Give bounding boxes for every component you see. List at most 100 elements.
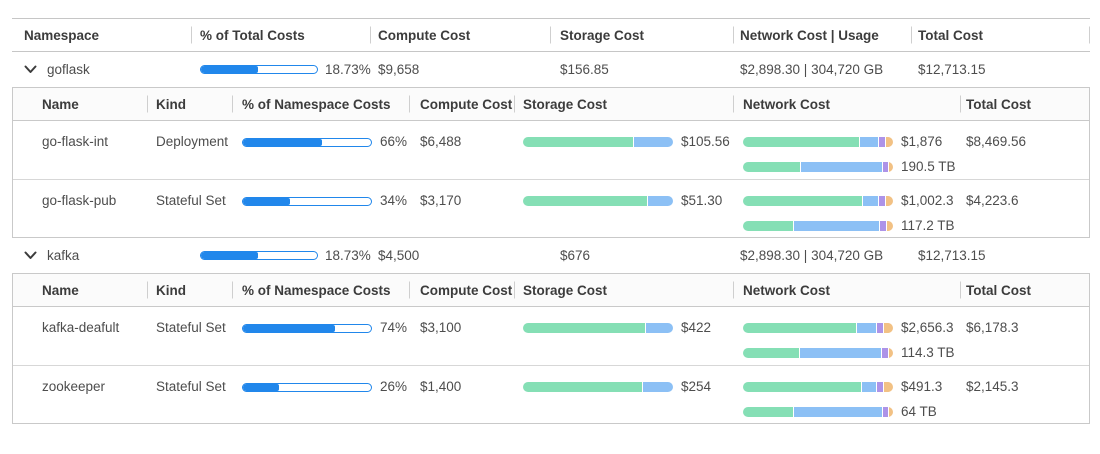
compute-cost-value: $3,170 (420, 193, 462, 208)
workload-table-kafka: Name Kind % of Namespace Costs Compute C… (12, 273, 1090, 424)
bar-segment-2 (793, 221, 880, 231)
percent-total-costs-bar (200, 251, 318, 260)
bar-segment-2 (801, 162, 883, 172)
bar-segment-1 (743, 348, 799, 358)
network-cost-value: $1,876 (901, 134, 943, 149)
network-cost-value: $2,656.3 (901, 320, 954, 335)
bar-segment-1 (743, 221, 793, 231)
bar-segment-1 (743, 196, 863, 206)
header-storage-cost: Storage Cost (514, 274, 733, 306)
bar-segment-3 (877, 323, 884, 333)
percent-namespace-costs-bar (242, 382, 372, 392)
storage-cost-bar (523, 323, 673, 333)
bar-segment-2 (860, 137, 878, 147)
header-storage-cost: Storage Cost (550, 19, 733, 51)
namespace-row-kafka[interactable]: kafka 18.73% $4,500 $676 $2,898.30 | 304… (12, 238, 1090, 273)
bar-segment-4 (885, 196, 893, 206)
network-usage-bar (743, 221, 893, 231)
bar-segment-2 (646, 323, 673, 333)
network-usage-bar (743, 407, 893, 417)
network-usage-value: 117.2 TB (901, 218, 955, 233)
network-cost-usage-value: $2,898.30 | 304,720 GB (740, 248, 884, 263)
workload-header-row: Name Kind % of Namespace Costs Compute C… (13, 88, 1089, 121)
bar-segment-2 (634, 137, 673, 147)
header-network-cost: Network Cost (733, 88, 960, 120)
bar-segment-2 (793, 407, 883, 417)
bar-segment-2 (861, 382, 877, 392)
namespace-row-goflask[interactable]: goflask 18.73% $9,658 $156.85 $2,898.30 … (12, 52, 1090, 87)
network-usage-value: 64 TB (901, 404, 937, 419)
total-cost-value: $12,713.15 (918, 62, 986, 77)
compute-cost-value: $6,488 (420, 134, 462, 149)
bar-segment-2 (857, 323, 877, 333)
workload-row-kafka-deafult[interactable]: kafka-deafult Stateful Set 74% $3,100 $4… (13, 307, 1089, 365)
network-usage-bar (743, 348, 893, 358)
storage-cost-value: $105.56 (681, 134, 730, 149)
storage-cost-bar (523, 137, 673, 147)
percent-namespace-costs-bar (242, 137, 372, 147)
header-name: Name (42, 96, 79, 112)
percent-namespace-costs-value: 26% (380, 379, 408, 394)
total-cost-value: $2,145.3 (966, 379, 1019, 394)
bar-segment-3 (881, 348, 888, 358)
bar-segment-2 (863, 196, 878, 206)
network-cost-bar (743, 137, 893, 147)
network-usage-bar (743, 162, 893, 172)
bar-segment-1 (523, 137, 634, 147)
header-name: Name (42, 282, 79, 298)
bar-segment-4 (884, 382, 893, 392)
total-cost-value: $6,178.3 (966, 320, 1019, 335)
workload-row-zookeeper[interactable]: zookeeper Stateful Set 26% $1,400 $254 $… (13, 365, 1089, 423)
compute-cost-value: $3,100 (420, 320, 462, 335)
workload-row-go-flask-int[interactable]: go-flask-int Deployment 66% $6,488 $105.… (13, 121, 1089, 179)
percent-namespace-costs-value: 74% (380, 320, 408, 335)
workload-name: go-flask-int (42, 134, 109, 149)
header-total-cost: Total Cost (960, 88, 1089, 120)
header-pct-total-costs: % of Total Costs (191, 19, 370, 51)
header-total-cost: Total Cost (960, 274, 1089, 306)
bar-segment-1 (523, 323, 646, 333)
header-storage-cost: Storage Cost (514, 88, 733, 120)
chevron-down-icon[interactable] (24, 251, 37, 260)
workload-kind: Stateful Set (156, 320, 226, 335)
namespace-name: kafka (47, 248, 80, 263)
bar-segment-1 (523, 196, 647, 206)
total-cost-value: $12,713.15 (918, 248, 986, 263)
bar-segment-1 (743, 162, 801, 172)
header-pct-namespace-costs: % of Namespace Costs (232, 88, 409, 120)
header-pct-namespace-costs: % of Namespace Costs (232, 274, 409, 306)
bar-segment-3 (877, 382, 884, 392)
header-kind: Kind (147, 88, 232, 120)
bar-segment-1 (523, 382, 643, 392)
storage-cost-bar (523, 382, 673, 392)
bar-segment-4 (888, 162, 893, 172)
workload-name: go-flask-pub (42, 193, 117, 208)
percent-namespace-costs-bar (242, 323, 372, 333)
bar-segment-4 (885, 137, 893, 147)
header-compute-cost: Compute Cost (409, 88, 514, 120)
header-compute-cost: Compute Cost (370, 19, 550, 51)
workload-row-go-flask-pub[interactable]: go-flask-pub Stateful Set 34% $3,170 $51… (13, 179, 1089, 237)
header-namespace: Namespace (24, 27, 100, 43)
bar-segment-1 (743, 407, 793, 417)
bar-segment-3 (883, 407, 888, 417)
bar-segment-1 (743, 137, 860, 147)
workload-header-row: Name Kind % of Namespace Costs Compute C… (13, 274, 1089, 307)
workload-name: zookeeper (42, 379, 106, 394)
header-total-cost: Total Cost (911, 19, 1090, 51)
network-cost-usage-value: $2,898.30 | 304,720 GB (740, 62, 884, 77)
workload-kind: Deployment (156, 134, 229, 149)
storage-cost-value: $51.30 (681, 193, 723, 208)
compute-cost-value: $1,400 (420, 379, 462, 394)
workload-kind: Stateful Set (156, 379, 226, 394)
bar-segment-2 (643, 382, 673, 392)
bar-segment-4 (884, 323, 893, 333)
total-cost-value: $4,223.6 (966, 193, 1019, 208)
bar-segment-3 (878, 137, 885, 147)
bar-segment-4 (887, 221, 893, 231)
percent-total-costs-value: 18.73% (325, 62, 371, 77)
namespace-name: goflask (47, 62, 90, 77)
network-cost-value: $491.3 (901, 379, 943, 394)
chevron-down-icon[interactable] (24, 65, 37, 74)
network-cost-bar (743, 323, 893, 333)
